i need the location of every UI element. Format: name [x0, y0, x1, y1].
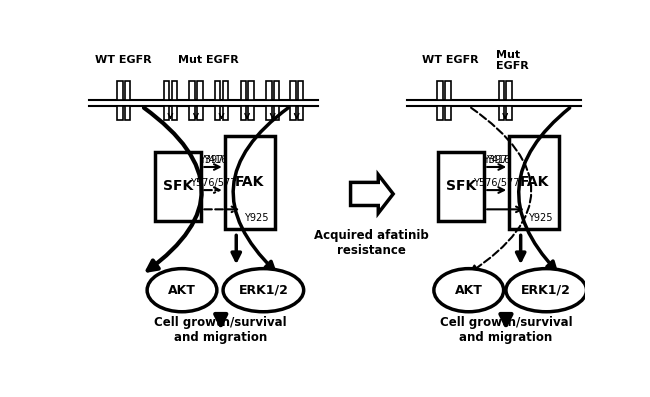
Bar: [290, 81, 296, 100]
Bar: [499, 106, 504, 120]
Ellipse shape: [506, 269, 586, 312]
Bar: [248, 81, 254, 100]
Bar: [223, 106, 228, 120]
Text: Y576/577: Y576/577: [473, 178, 520, 188]
Text: WT EGFR: WT EGFR: [95, 55, 152, 66]
FancyArrowPatch shape: [233, 108, 288, 270]
Bar: [437, 106, 443, 120]
Bar: [197, 81, 203, 100]
Bar: [172, 106, 177, 120]
Bar: [274, 106, 280, 120]
Text: Y925: Y925: [528, 213, 552, 223]
Bar: [274, 81, 280, 100]
Bar: [290, 106, 296, 120]
Bar: [225, 136, 275, 229]
Bar: [445, 81, 450, 100]
Text: ERK1/2: ERK1/2: [239, 284, 289, 297]
Text: FAK: FAK: [235, 175, 265, 189]
FancyArrowPatch shape: [471, 108, 531, 272]
Text: Y397: Y397: [483, 156, 508, 166]
Bar: [298, 81, 304, 100]
Bar: [215, 81, 220, 100]
Bar: [240, 81, 246, 100]
Text: Mut EGFR: Mut EGFR: [178, 55, 239, 66]
Bar: [240, 106, 246, 120]
Text: AKT: AKT: [168, 284, 196, 297]
Bar: [189, 106, 195, 120]
Text: SFK: SFK: [163, 179, 193, 193]
Bar: [164, 106, 169, 120]
Bar: [437, 152, 484, 221]
Text: Y397: Y397: [199, 156, 223, 166]
Bar: [189, 81, 195, 100]
Ellipse shape: [223, 269, 304, 312]
Text: FAK: FAK: [519, 175, 549, 189]
Bar: [117, 106, 123, 120]
Text: Y925: Y925: [244, 213, 268, 223]
Ellipse shape: [434, 269, 504, 312]
Bar: [506, 81, 512, 100]
Bar: [215, 106, 220, 120]
Text: Y416: Y416: [486, 156, 510, 166]
Bar: [509, 136, 560, 229]
Bar: [445, 106, 450, 120]
Bar: [437, 81, 443, 100]
Text: WT EGFR: WT EGFR: [422, 55, 479, 66]
FancyArrowPatch shape: [519, 108, 569, 270]
Bar: [164, 81, 169, 100]
Bar: [117, 81, 123, 100]
Bar: [248, 106, 254, 120]
FancyArrowPatch shape: [144, 108, 202, 270]
Bar: [298, 106, 304, 120]
Text: Y576/577: Y576/577: [190, 178, 236, 188]
Text: AKT: AKT: [455, 284, 483, 297]
Bar: [506, 106, 512, 120]
Bar: [197, 106, 203, 120]
Bar: [125, 81, 131, 100]
Bar: [499, 81, 504, 100]
Bar: [172, 81, 177, 100]
Text: Mut
EGFR: Mut EGFR: [496, 50, 528, 71]
Bar: [125, 106, 131, 120]
Polygon shape: [350, 175, 393, 213]
Text: Y416: Y416: [203, 156, 228, 166]
Text: Cell growth/survival
and migration: Cell growth/survival and migration: [155, 316, 287, 344]
Text: Cell growth/survival
and migration: Cell growth/survival and migration: [439, 316, 572, 344]
Bar: [266, 106, 272, 120]
Ellipse shape: [147, 269, 217, 312]
Bar: [155, 152, 202, 221]
Bar: [266, 81, 272, 100]
Text: SFK: SFK: [446, 179, 476, 193]
Text: Acquired afatinib
resistance: Acquired afatinib resistance: [315, 229, 429, 256]
Text: ERK1/2: ERK1/2: [521, 284, 571, 297]
Bar: [223, 81, 228, 100]
